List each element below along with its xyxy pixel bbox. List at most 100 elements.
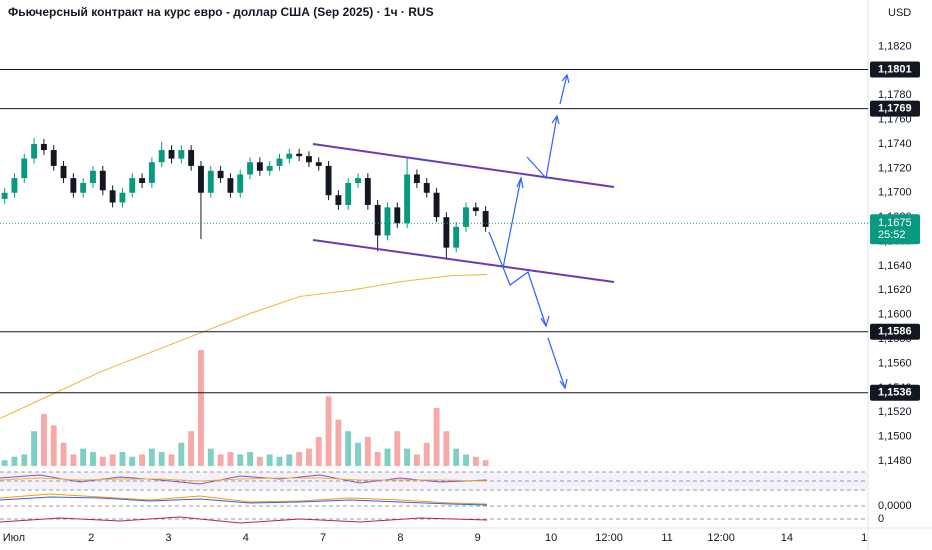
y-tick-label: 1,1740 (878, 138, 912, 150)
volume-bar (178, 442, 185, 466)
indicator-pane: 0,0000 0 (0, 471, 912, 525)
candle-body (129, 178, 136, 193)
y-tick-label: 1,1780 (878, 89, 912, 101)
candle-body (21, 158, 28, 179)
channel-line (312, 143, 615, 188)
candle-body (60, 165, 67, 179)
candle-body (99, 170, 106, 191)
volume-bar (443, 431, 450, 466)
volume-bar (463, 454, 469, 466)
volume-bar (207, 448, 214, 466)
arrow-head (561, 73, 570, 84)
indicator-line (0, 516, 488, 524)
level-badge (870, 100, 920, 117)
candle-body (413, 174, 420, 183)
candle-body (188, 150, 195, 166)
volume-bar (129, 456, 136, 466)
y-tick-label: 1,1620 (878, 284, 912, 296)
x-tick-label: 4 (243, 532, 249, 544)
arrow-path (502, 177, 522, 269)
x-tick-label: 10 (545, 532, 557, 544)
candle-body (374, 204, 381, 236)
last-price-label: 1,1675 (878, 217, 912, 229)
candle-body (158, 150, 165, 163)
chart-title: Фьючерсный контракт на курс евро - долла… (8, 5, 434, 19)
candle-body (109, 190, 116, 203)
volume-bar (404, 448, 411, 466)
candle-body (335, 195, 342, 205)
level-label: 1,1801 (878, 63, 912, 75)
volume-bar (1, 460, 8, 466)
candle-body (443, 217, 450, 248)
candle-body (148, 162, 155, 183)
candle-body (364, 178, 371, 205)
indicator-line (0, 474, 488, 485)
moving-average (0, 273, 488, 419)
volume-bar (119, 452, 126, 466)
volume-bar (256, 456, 263, 466)
x-tick-label: 12:00 (595, 532, 623, 544)
candle-body (227, 178, 234, 193)
y-tick-label: 1,1520 (878, 406, 912, 418)
candle-body (286, 153, 293, 159)
candle-body (237, 174, 244, 193)
y-tick-label: 1,1600 (878, 309, 912, 321)
volume-bar (198, 350, 204, 466)
candle-body (453, 226, 460, 248)
volume-bar (247, 452, 253, 466)
volume-bar (374, 452, 381, 466)
arrow-head (516, 176, 524, 189)
candle-body (433, 192, 440, 218)
volume-bar (158, 452, 165, 466)
candle-body (168, 150, 175, 159)
x-tick-label: 11 (661, 532, 672, 544)
candle-body (198, 165, 204, 193)
arrow-head (551, 114, 560, 125)
price-axis: 1,14801,15001,15201,15401,15601,15801,16… (3, 40, 920, 544)
volume-bar (139, 454, 146, 466)
volume-bar (168, 454, 175, 466)
countdown-label: 25:52 (878, 229, 906, 241)
currency-label: USD (888, 7, 911, 19)
last-price-badge (870, 214, 920, 245)
volume-bar (90, 452, 96, 466)
x-tick-label: 3 (165, 532, 171, 544)
x-tick-label: 2 (88, 532, 94, 544)
indicator-line (0, 493, 488, 505)
y-tick-label: 1,1720 (878, 162, 912, 174)
y-tick-label: 1,1820 (878, 40, 912, 52)
candle-body (139, 178, 146, 183)
arrow-path (559, 74, 568, 105)
volume-bar (482, 460, 489, 466)
volume-bar (315, 437, 322, 466)
volume-bar (50, 425, 57, 466)
candle-body (256, 162, 263, 171)
x-tick-label: 9 (475, 532, 481, 544)
level-badge (870, 384, 920, 401)
volume-bar (472, 456, 479, 466)
candle-body (50, 150, 57, 166)
volume-bar (237, 454, 244, 466)
candle-body (482, 211, 489, 227)
volume-bar (345, 431, 352, 466)
arrow-path (488, 231, 547, 327)
drawings (312, 73, 615, 390)
volume-bar (40, 413, 47, 466)
candle-body (276, 158, 283, 166)
volume-bar (384, 448, 391, 466)
volume-bar (305, 448, 312, 466)
volume-bar (266, 454, 273, 466)
volume-bar (148, 448, 155, 466)
arrow-head (559, 378, 568, 390)
y-tick-label: 1,1560 (878, 357, 912, 369)
candle-body (90, 170, 96, 183)
indicator-line (0, 477, 488, 482)
x-tick-label: 8 (397, 532, 403, 544)
volume-bar (355, 442, 361, 466)
volume-bar (286, 454, 293, 466)
arrow-path (526, 115, 558, 180)
level-label: 1,1769 (878, 102, 912, 114)
level-label: 1,1586 (878, 326, 912, 338)
candle-body (384, 207, 391, 236)
